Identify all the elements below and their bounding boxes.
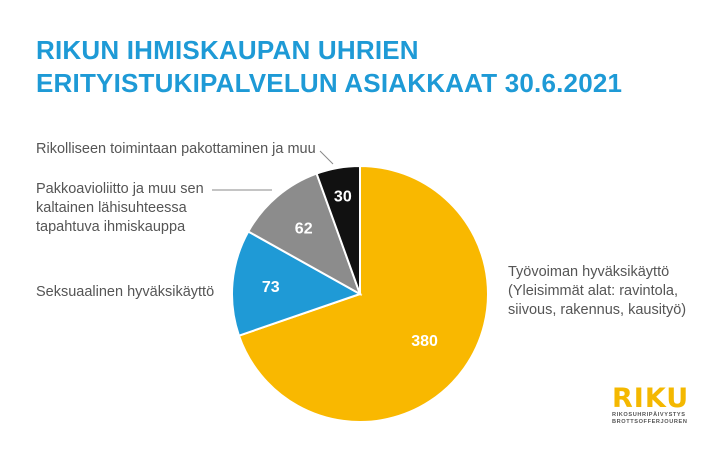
pie-slice-tyovoima — [237, 164, 489, 423]
slice-label-rikolliseen: Rikolliseen toimintaan pakottaminen ja m… — [36, 140, 316, 159]
chart-title-line-2: ERITYISTUKIPALVELUN ASIAKKAAT 30.6.2021 — [36, 68, 623, 98]
slice-label-tyovoima-line-3: siivous, rakennus, kausityö) — [508, 302, 687, 318]
slice-label-pakkoavioliitto-line-2: kaltainen lähisuhteessa — [36, 200, 187, 216]
slice-label-seksuaalinen: Seksuaalinen hyväksikäyttö — [36, 283, 214, 302]
slice-label-tyovoima-line-2: (Yleisimmät alat: ravintola, — [508, 283, 679, 299]
slice-label-seksuaalinen-line-1: Seksuaalinen hyväksikäyttö — [36, 284, 215, 300]
slice-label-pakkoavioliitto-line-1: Pakkoavioliitto ja muu sen — [36, 181, 204, 197]
pie-value-seksuaalinen: 73 — [262, 279, 280, 296]
pie-slice-seksuaalinen — [231, 230, 363, 337]
slice-label-pakkoavioliitto: Pakkoavioliitto ja muu sen kaltainen läh… — [36, 180, 204, 237]
slice-label-tyovoima-line-1: Työvoiman hyväksikäyttö — [508, 264, 670, 280]
logo-subtitle-2: BROTTSOFFERJOUREN — [612, 419, 688, 425]
leader-line-rikolliseen — [319, 150, 334, 165]
logo-subtitle-1: RIKOSUHRIPÄIVYSTYS — [612, 412, 686, 418]
chart-title: RIKUN IHMISKAUPAN UHRIEN ERITYISTUKIPALV… — [36, 34, 622, 100]
pie-value-rikolliseen: 30 — [334, 189, 352, 206]
riku-logo: RIKU RIKOSUHRIPÄIVYSTYS BROTTSOFFERJOURE… — [612, 383, 698, 426]
slice-label-tyovoima: Työvoiman hyväksikäyttö (Yleisimmät alat… — [508, 263, 686, 320]
slice-label-rikolliseen-line-1: Rikolliseen toimintaan pakottaminen ja m… — [36, 141, 316, 157]
pie-value-pakkoavioliitto: 62 — [295, 221, 313, 238]
pie-slice-rikolliseen — [315, 164, 361, 295]
logo-wordmark: RIKU — [612, 383, 690, 414]
chart-title-line-1: RIKUN IHMISKAUPAN UHRIEN — [36, 35, 419, 65]
pie-slice-pakkoavioliitto — [246, 172, 362, 297]
pie-value-tyovoima: 380 — [411, 333, 438, 350]
slice-label-pakkoavioliitto-line-3: tapahtuva ihmiskauppa — [36, 219, 186, 235]
